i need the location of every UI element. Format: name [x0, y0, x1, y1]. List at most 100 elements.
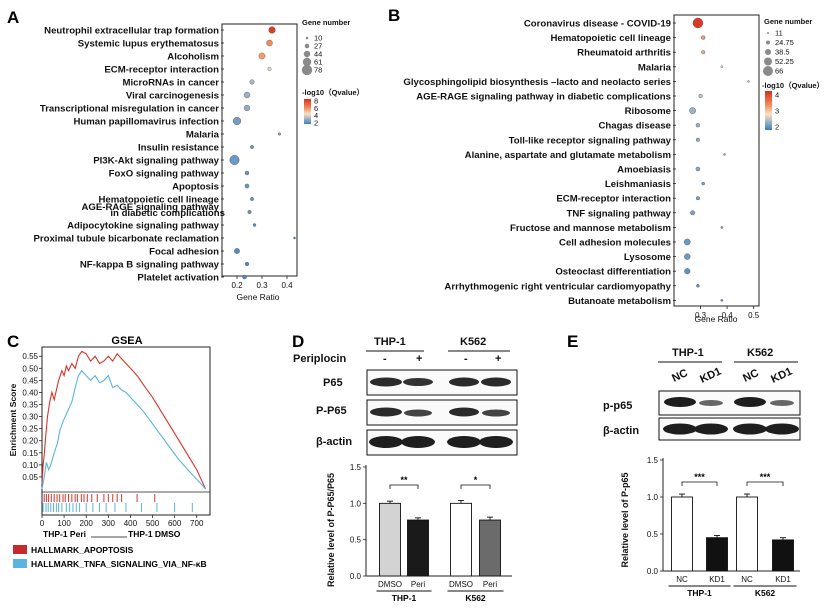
- panel-a-size-legend-dot: [304, 43, 310, 49]
- panel-b-term-label: Toll-like receptor signaling pathway: [509, 135, 672, 146]
- panel-e-band-actin-2: [694, 423, 728, 435]
- panel-b-bubble: [701, 35, 706, 40]
- panel-b-size-legend-title: Gene number: [764, 17, 812, 26]
- panel-a-size-legend-label: 44: [314, 50, 322, 59]
- panel-e-lane-3: NC: [741, 367, 761, 385]
- panel-b-term-label: Leishmaniasis: [605, 179, 671, 190]
- panel-b-bubble: [696, 284, 700, 288]
- panel-a-color-legend-tick: 8: [314, 97, 318, 106]
- panel-a-color-legend-tick: 4: [314, 111, 318, 120]
- panel-d-band-p65-3: [449, 377, 479, 387]
- panel-b-size-legend-label: 38.5: [775, 48, 790, 57]
- panel-b-bubble: [695, 123, 701, 128]
- panel-b-term-label: Lysosome: [624, 252, 671, 263]
- panel-e-band-label-actin: β-actin: [603, 425, 639, 437]
- panel-a-term-label: Insulin resistance: [138, 143, 219, 154]
- panel-a-term-label: Viral carcinogenesis: [126, 91, 219, 102]
- panel-d-group-label-k562: K562: [460, 336, 486, 348]
- panel-a-plot-frame: [221, 23, 298, 277]
- panel-b-bubble: [684, 268, 691, 275]
- panel-e-category-label: KD1: [775, 575, 791, 584]
- panel-d-band-label-actin: β-actin: [316, 436, 352, 448]
- panel-a-size-legend-dot: [305, 36, 309, 40]
- panel-d-bar: [379, 502, 401, 577]
- panel-b-size-legend-dot: [763, 66, 773, 76]
- panel-b-bubble: [701, 50, 706, 55]
- panel-b-bubble: [695, 137, 700, 142]
- panel-a-bubble: [252, 223, 257, 227]
- panel-a-term-label: Neutrophil extracellular trap formation: [44, 26, 219, 37]
- panel-d-band-label-p65: P65: [323, 377, 343, 389]
- panel-a-size-legend-label: 61: [314, 58, 322, 67]
- panel-d-band-actin-4: [479, 436, 513, 448]
- panel-a-term-label: Platelet activation: [137, 273, 219, 284]
- panel-c-x-tick-label: 300: [102, 519, 116, 528]
- panel-e-lane-4: KD1: [769, 366, 794, 386]
- panel-b-size-legend-dot: [765, 49, 771, 55]
- panel-d-band-pp65-4: [482, 409, 510, 417]
- panel-b-term-label: Rheumatoid arthritis: [577, 48, 671, 59]
- panel-c-y-tick-label: 0.40: [22, 388, 38, 397]
- panel-d-bar: [407, 519, 429, 577]
- panel-d-bar: [479, 519, 501, 577]
- panel-c-legend-apoptosis-swatch: [13, 545, 27, 554]
- panel-b-color-legend-tick: 2: [775, 123, 779, 132]
- panel-b-x-tick-label: 0.3: [695, 311, 707, 320]
- panel-c-tnfa-line: [41, 369, 207, 490]
- panel-e-group-label: THP-1: [687, 588, 712, 598]
- panel-a-size-legend-dot: [302, 57, 312, 67]
- panel-b-bubble: [695, 166, 701, 172]
- panel-b-term-label: Osteoclast differentiation: [555, 267, 671, 278]
- panel-b-color-legend-tick: 4: [775, 91, 779, 100]
- panel-c-x-label-left: THP-1 Peri: [43, 529, 86, 539]
- panel-a-term-label: PI3K-Akt signaling pathway: [93, 156, 219, 167]
- panel-c-y-tick-label: 0.20: [22, 437, 38, 446]
- panel-a-size-legend-dot: [303, 50, 311, 58]
- panel-a-x-tick-label: 0.4: [281, 281, 293, 290]
- panel-e-group-label-thp1: THP-1: [672, 347, 704, 359]
- panel-d-band-label-pp65: P-P65: [316, 405, 347, 417]
- panel-d-group-label-thp1: THP-1: [374, 336, 406, 348]
- panel-c-y-tick-label: 0.15: [22, 449, 38, 458]
- panel-b-term-label: Butanoate metabolism: [568, 296, 671, 307]
- panel-e-group-label-k562: K562: [747, 347, 773, 359]
- panel-b-x-tick-label: 0.5: [748, 311, 760, 320]
- panel-e-band-actin-3: [733, 423, 767, 435]
- panel-d-y-tick-label: 1.5: [350, 463, 362, 472]
- panel-a-color-legend-title: -log10（Qvalue）: [302, 87, 364, 97]
- panel-a-bubble: [244, 183, 250, 189]
- panel-a-bubble: [244, 170, 250, 176]
- panel-a-size-legend-label: 10: [314, 34, 322, 43]
- panel-d-y-tick-label: 0.0: [350, 572, 362, 581]
- panel-b-size-legend-label: 66: [775, 67, 783, 76]
- panel-e-lane-1: NC: [670, 367, 690, 385]
- panel-d-band-pp65-1: [370, 407, 402, 417]
- panel-d-y-tick-label: 1.0: [350, 499, 362, 508]
- panel-d-treatment-label: Periplocin: [293, 353, 346, 365]
- panel-e-category-label: NC: [741, 575, 753, 584]
- panel-a-term-label: Hematopoietic cell lineage: [99, 195, 220, 206]
- panel-b-bubble: [689, 107, 696, 114]
- panel-b-term-label: TNF signaling pathway: [567, 208, 672, 219]
- panel-d-western-and-bars: THP-1 K562 Periplocin - + - + P65 P-P65 …: [293, 336, 518, 603]
- panel-b-term-label: Arrhythmogenic right ventricular cardiom…: [444, 281, 671, 292]
- panel-a-bubble: [229, 155, 240, 165]
- panel-a-bubble: [266, 39, 273, 47]
- panel-a-x-tick-label: 0.3: [256, 281, 268, 290]
- panel-c-x-tick-label: 500: [146, 519, 160, 528]
- panel-e-group-label: K562: [755, 588, 776, 598]
- panel-e-y-tick-label: 1.0: [647, 493, 659, 502]
- panel-b-bubble: [698, 93, 703, 98]
- panel-a-term-label: Focal adhesion: [149, 247, 219, 258]
- panel-b-size-legend-label: 52.25: [775, 57, 794, 66]
- panel-a-term-label: Human papillomavirus infection: [73, 117, 219, 128]
- panel-c-x-tick-label: 600: [168, 519, 182, 528]
- panel-c-legend-tnfa-label: HALLMARK_TNFA_SIGNALING_VIA_NF-κB: [31, 559, 207, 569]
- panel-e-band-pp65-1: [664, 397, 696, 407]
- panel-b-x-axis-title: Gene Ratio: [695, 314, 738, 324]
- panel-a-x-axis-title: Gene Ratio: [237, 292, 280, 302]
- panel-a-bubble: [250, 145, 254, 149]
- panel-e-significance-bracket: [746, 481, 784, 486]
- panel-d-label: D: [292, 332, 304, 351]
- panel-c-y-tick-label: 0.10: [22, 461, 38, 470]
